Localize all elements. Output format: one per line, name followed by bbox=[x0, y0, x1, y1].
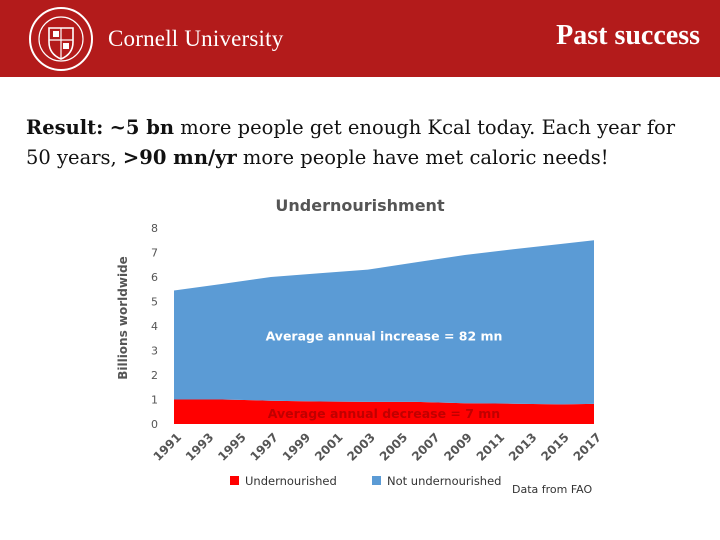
cornell-seal-icon bbox=[29, 7, 93, 71]
chart-title: Undernourishment bbox=[275, 196, 445, 215]
y-tick-label: 1 bbox=[151, 394, 158, 407]
x-tick-label: 1993 bbox=[183, 430, 217, 464]
x-tick-label: 2007 bbox=[409, 430, 443, 464]
y-tick-label: 3 bbox=[151, 345, 158, 358]
x-tick-label: 1995 bbox=[215, 430, 249, 464]
y-axis-label: Billions worldwide bbox=[116, 256, 130, 380]
x-tick-label: 2013 bbox=[506, 430, 540, 464]
x-tick-label: 2015 bbox=[538, 430, 572, 464]
result-text-4: more people have met caloric needs! bbox=[236, 146, 609, 169]
y-tick-label: 2 bbox=[151, 369, 158, 382]
result-label: Result: bbox=[26, 116, 104, 139]
result-bold-2: >90 mn/yr bbox=[122, 146, 237, 169]
chart-annotation: Average annual increase = 82 mn bbox=[266, 329, 503, 344]
legend-label: Undernourished bbox=[245, 474, 337, 488]
x-tick-label: 2003 bbox=[344, 430, 378, 464]
area-series-1 bbox=[174, 240, 594, 405]
area-series-0 bbox=[174, 399, 594, 424]
legend-label: Not undernourished bbox=[387, 474, 501, 488]
x-tick-label: 2009 bbox=[441, 430, 475, 464]
x-tick-label: 2001 bbox=[312, 430, 346, 464]
data-source: Data from FAO bbox=[512, 483, 593, 496]
y-tick-label: 5 bbox=[151, 296, 158, 309]
result-bold-1: ~5 bn bbox=[109, 116, 175, 139]
legend-swatch bbox=[372, 476, 381, 485]
y-tick-label: 8 bbox=[151, 222, 158, 235]
slide-title: Past success bbox=[556, 20, 700, 51]
x-tick-label: 2005 bbox=[377, 430, 411, 464]
result-text-2: more people get enough Kcal today. Each … bbox=[26, 116, 676, 169]
header-bar: Cornell University Past success bbox=[0, 0, 720, 77]
x-tick-label: 2011 bbox=[474, 430, 508, 464]
y-tick-label: 0 bbox=[151, 418, 158, 431]
x-tick-label: 1999 bbox=[280, 430, 314, 464]
y-tick-label: 4 bbox=[151, 320, 158, 333]
y-tick-label: 6 bbox=[151, 271, 158, 284]
x-tick-label: 1991 bbox=[151, 430, 185, 464]
y-tick-label: 7 bbox=[151, 247, 158, 260]
legend-swatch bbox=[230, 476, 239, 485]
undernourishment-chart: Undernourishment Billions worldwide 0 1 2 3… bbox=[116, 196, 605, 496]
brand-name: Cornell University bbox=[108, 26, 284, 51]
chart-annotation: Average annual decrease = 7 mn bbox=[268, 406, 500, 421]
result-text: Result: ~5 bn more people get enough Kca… bbox=[26, 113, 706, 173]
x-tick-label: 2017 bbox=[571, 430, 605, 464]
x-tick-label: 1997 bbox=[248, 430, 282, 464]
